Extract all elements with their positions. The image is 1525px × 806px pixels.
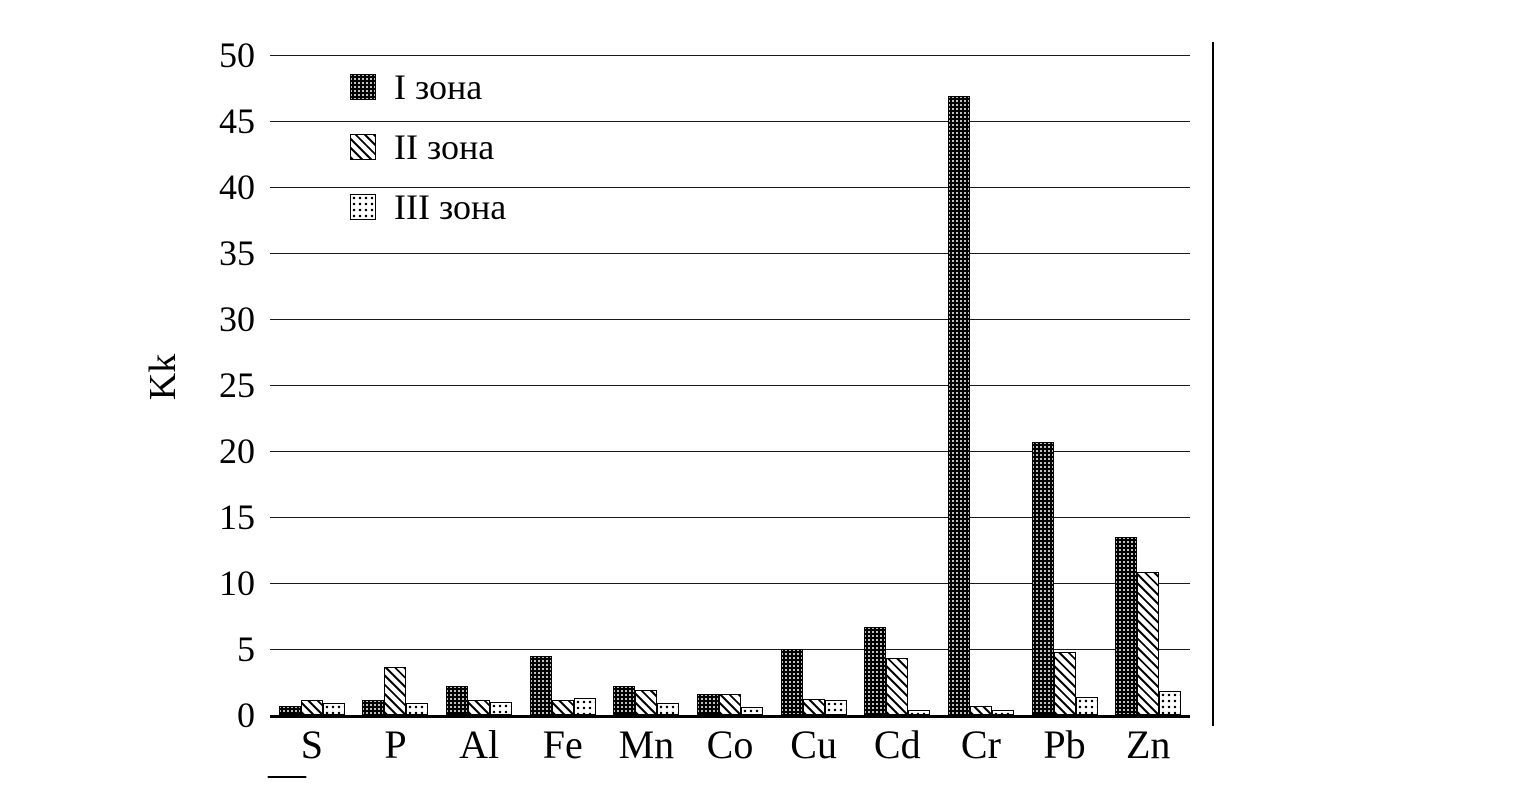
gridline: [270, 385, 1190, 386]
gridline: [270, 121, 1190, 122]
bar-p-series3: [406, 703, 429, 715]
bar-p-series1: [362, 700, 385, 715]
y-tick-label: 25: [219, 365, 255, 405]
bar-group-s: [270, 700, 354, 715]
bar-zn-series2: [1137, 572, 1160, 715]
bar-mn-series2: [635, 689, 658, 715]
bar-group-cu: [772, 649, 856, 715]
bar-pb-series1: [1031, 441, 1054, 715]
gridline: [270, 451, 1190, 452]
bar-group-zn: [1106, 536, 1190, 715]
bar-mn-series3: [657, 703, 680, 715]
legend: I зона II зона III зона: [350, 69, 506, 225]
legend-item-series2: II зона: [350, 129, 506, 165]
x-category-label-cr: Cr: [960, 722, 1001, 767]
x-category-label-mn: Mn: [618, 722, 675, 767]
bar-fe-series2: [551, 700, 574, 715]
y-tick-label: 35: [219, 233, 255, 273]
gridline: [270, 319, 1190, 320]
y-tick-label: 10: [219, 563, 255, 603]
x-category-label-cu: Cu: [790, 722, 837, 767]
legend-swatch-series2-icon: [350, 134, 376, 160]
legend-label-series1: I зона: [394, 67, 483, 107]
bar-mn-series1: [613, 685, 636, 715]
y-tick-label: 0: [237, 695, 255, 735]
x-category-label-p: P: [384, 722, 407, 767]
gridline: [270, 517, 1190, 518]
gridline: [270, 55, 1190, 56]
bar-cd-series3: [908, 709, 931, 715]
bar-p-series2: [384, 667, 407, 715]
right-border-line: [1212, 42, 1214, 726]
bar-co-series3: [740, 707, 763, 715]
axis-underscore-mark: __: [268, 737, 306, 782]
x-category-label-zn: Zn: [1125, 722, 1171, 767]
bar-co-series1: [696, 693, 719, 715]
bar-group-cr: [939, 95, 1023, 715]
y-tick-label: 30: [219, 299, 255, 339]
bar-cr-series3: [991, 709, 1014, 715]
bar-group-mn: [605, 685, 689, 715]
x-category-label-cd: Cd: [873, 722, 921, 767]
bar-group-co: [688, 693, 772, 715]
bar-zn-series1: [1115, 536, 1138, 715]
bar-al-series1: [446, 685, 469, 715]
gridline: [270, 253, 1190, 254]
legend-label-series2: II зона: [394, 127, 495, 167]
bar-zn-series3: [1159, 691, 1182, 715]
gridline: [270, 187, 1190, 188]
legend-swatch-series3-icon: [350, 194, 376, 220]
bar-group-p: [354, 667, 438, 715]
x-category-label-co: Co: [706, 722, 754, 767]
gridline: [270, 583, 1190, 584]
x-category-label-pb: Pb: [1043, 722, 1086, 767]
legend-label-series3: III зона: [394, 187, 507, 227]
bar-group-al: [437, 685, 521, 715]
bar-group-cd: [855, 626, 939, 715]
bar-cr-series2: [969, 705, 992, 715]
gridline: [270, 649, 1190, 650]
bar-co-series2: [718, 693, 741, 715]
bar-cd-series2: [886, 658, 909, 715]
bar-s-series1: [278, 705, 301, 715]
bar-cu-series2: [802, 699, 825, 715]
legend-swatch-series1-icon: [350, 74, 376, 100]
bar-fe-series3: [573, 697, 596, 715]
y-tick-label: 20: [219, 431, 255, 471]
bar-group-pb: [1023, 441, 1107, 715]
y-tick-label: 5: [237, 629, 255, 669]
bar-pb-series2: [1053, 651, 1076, 715]
bar-cu-series1: [780, 649, 803, 715]
bar-cr-series1: [947, 95, 970, 715]
legend-item-series3: III зона: [350, 189, 506, 225]
plot-area: I зона II зона III зона: [270, 55, 1190, 718]
bar-al-series2: [468, 700, 491, 715]
bar-cd-series1: [864, 626, 887, 715]
bar-pb-series3: [1075, 696, 1098, 715]
y-tick-label: 15: [219, 497, 255, 537]
bar-cu-series3: [824, 700, 847, 715]
x-category-label-s: S: [300, 722, 323, 767]
y-tick-label: 40: [219, 167, 255, 207]
x-category-label-fe: Fe: [542, 722, 583, 767]
y-tick-label: 45: [219, 101, 255, 141]
bar-s-series2: [300, 700, 323, 715]
legend-item-series1: I зона: [350, 69, 506, 105]
bar-fe-series1: [529, 655, 552, 715]
bar-group-fe: [521, 655, 605, 715]
x-category-label-al: Al: [459, 722, 500, 767]
y-tick-label: 50: [219, 35, 255, 75]
bar-s-series3: [322, 703, 345, 715]
bar-al-series3: [490, 701, 513, 715]
